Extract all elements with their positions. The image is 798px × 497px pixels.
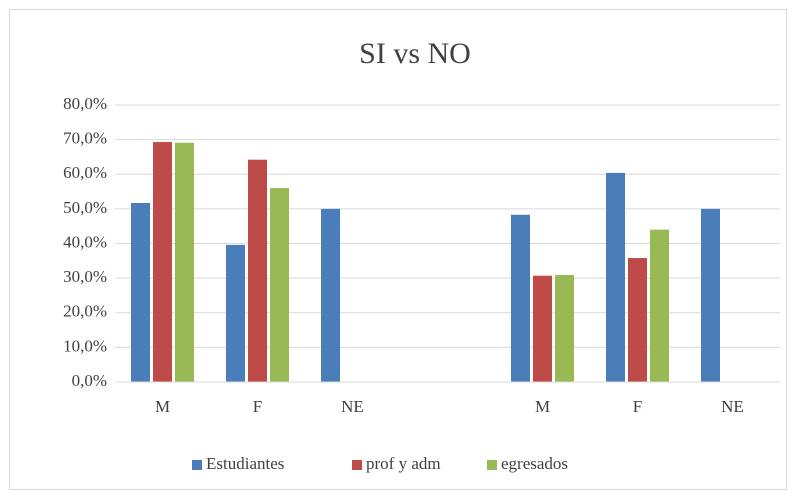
bar	[701, 208, 720, 382]
y-tick-label: 70,0%	[63, 129, 107, 148]
bar	[226, 244, 245, 382]
x-tick-label: M	[535, 397, 550, 416]
legend-label: Estudiantes	[206, 454, 284, 473]
y-tick-label: 0,0%	[72, 371, 107, 390]
y-tick-label: 80,0%	[63, 94, 107, 113]
legend-label: prof y adm	[366, 454, 441, 473]
bar	[628, 258, 647, 382]
bar	[606, 172, 625, 382]
x-tick-label: NE	[721, 397, 744, 416]
y-tick-label: 10,0%	[63, 336, 107, 355]
bar	[533, 275, 552, 382]
x-tick-label: M	[155, 397, 170, 416]
bar	[511, 214, 530, 382]
bar	[175, 142, 194, 382]
legend-swatch	[352, 460, 362, 470]
x-tick-label: NE	[341, 397, 364, 416]
y-tick-label: 50,0%	[63, 198, 107, 217]
bar	[555, 275, 574, 382]
bar	[248, 159, 267, 382]
x-tick-label: F	[633, 397, 642, 416]
y-tick-label: 30,0%	[63, 267, 107, 286]
legend-label: egresados	[501, 454, 568, 473]
bar	[153, 142, 172, 382]
y-tick-label: 40,0%	[63, 232, 107, 251]
legend-swatch	[487, 460, 497, 470]
legend-swatch	[192, 460, 202, 470]
bar	[270, 188, 289, 382]
chart-border	[9, 9, 787, 490]
chart-title: SI vs NO	[359, 37, 471, 70]
y-tick-label: 60,0%	[63, 163, 107, 182]
bar	[131, 202, 150, 382]
bar	[650, 229, 669, 382]
bar	[321, 208, 340, 382]
x-tick-label: F	[253, 397, 262, 416]
y-tick-label: 20,0%	[63, 302, 107, 321]
